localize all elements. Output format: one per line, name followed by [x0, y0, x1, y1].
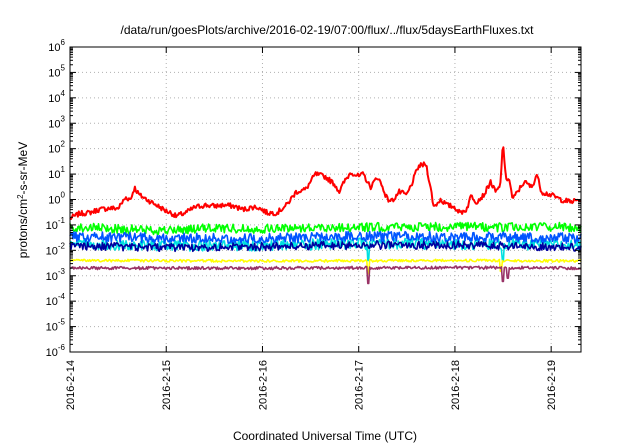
y-tick-label-base: 10 [48, 118, 60, 130]
y-tick-label-base: 10 [46, 271, 58, 283]
y-tick-label-base: 10 [48, 144, 60, 156]
y-axis: 10-610-510-410-310-210-11001011021031041… [46, 38, 581, 359]
y-tick-label: 10-6 [46, 343, 66, 359]
y-tick-label-exponent: 3 [61, 114, 66, 123]
grid-layer [70, 47, 581, 352]
y-tick-label: 103 [48, 114, 65, 130]
y-tick-label-exponent: 0 [61, 191, 66, 200]
y-tick-label-base: 10 [46, 347, 58, 359]
y-tick-label: 102 [48, 140, 65, 156]
y-tick-label-exponent: 2 [61, 140, 66, 149]
y-tick-label: 10-2 [46, 241, 66, 257]
y-tick-label-exponent: -6 [58, 343, 66, 352]
y-tick-label-exponent: -2 [58, 241, 66, 250]
x-tick-label: 2016-2-17 [354, 360, 366, 410]
y-tick-label-base: 10 [46, 322, 58, 334]
y-tick-label-base: 10 [48, 169, 60, 181]
y-tick-label-exponent: -3 [58, 267, 66, 276]
x-tick-label: 2016-2-18 [450, 360, 462, 410]
y-tick-label: 101 [48, 165, 65, 181]
y-tick-label: 105 [48, 63, 65, 79]
x-tick-label: 2016-2-16 [257, 360, 269, 410]
x-tick-label: 2016-2-19 [546, 360, 558, 410]
series-line [69, 265, 582, 285]
series-line [69, 240, 582, 253]
y-tick-label: 106 [48, 38, 65, 54]
y-tick-label: 10-3 [46, 267, 66, 283]
y-axis-title: protons/cm2-s-sr-MeV [16, 142, 31, 258]
x-axis: 2016-2-14 2016-2-15 2016-2-16 2016-2-17 2016… [65, 47, 558, 410]
series-line [69, 258, 582, 275]
y-axis-title-main: protons/cm [16, 199, 30, 258]
chart-title: /data/run/goesPlots/archive/2016-02-19/0… [121, 23, 535, 37]
y-tick-label: 100 [48, 191, 65, 207]
y-tick-label-exponent: -1 [58, 216, 66, 225]
y-tick-label: 104 [48, 89, 65, 105]
y-tick-label-base: 10 [48, 93, 60, 105]
y-tick-label-base: 10 [48, 195, 60, 207]
y-tick-label: 10-1 [46, 216, 66, 232]
y-tick-label-exponent: -5 [58, 318, 66, 327]
y-tick-label-exponent: 6 [61, 38, 66, 47]
x-axis-title: Coordinated Universal Time (UTC) [233, 429, 417, 443]
y-axis-title-suffix: -s-sr-MeV [16, 142, 30, 195]
y-tick-label-base: 10 [46, 296, 58, 308]
y-tick-label-base: 10 [48, 42, 60, 54]
y-tick-label: 10-5 [46, 318, 66, 334]
series-line [69, 221, 582, 236]
y-tick-label-base: 10 [48, 67, 60, 79]
series-layer [69, 146, 582, 285]
x-tick-label: 2016-2-15 [161, 360, 173, 410]
y-tick-label-base: 10 [46, 245, 58, 257]
y-tick-label-exponent: 5 [61, 63, 66, 72]
y-tick-label: 10-4 [46, 292, 66, 308]
y-tick-label-base: 10 [46, 220, 58, 232]
series-line [69, 230, 582, 244]
x-tick-label: 2016-2-14 [65, 360, 77, 410]
series-line [69, 146, 582, 220]
y-tick-label-exponent: 1 [61, 165, 66, 174]
y-axis-title-superscript: 2 [16, 194, 25, 199]
y-tick-label-exponent: -4 [58, 292, 66, 301]
y-tick-label-exponent: 4 [61, 89, 66, 98]
